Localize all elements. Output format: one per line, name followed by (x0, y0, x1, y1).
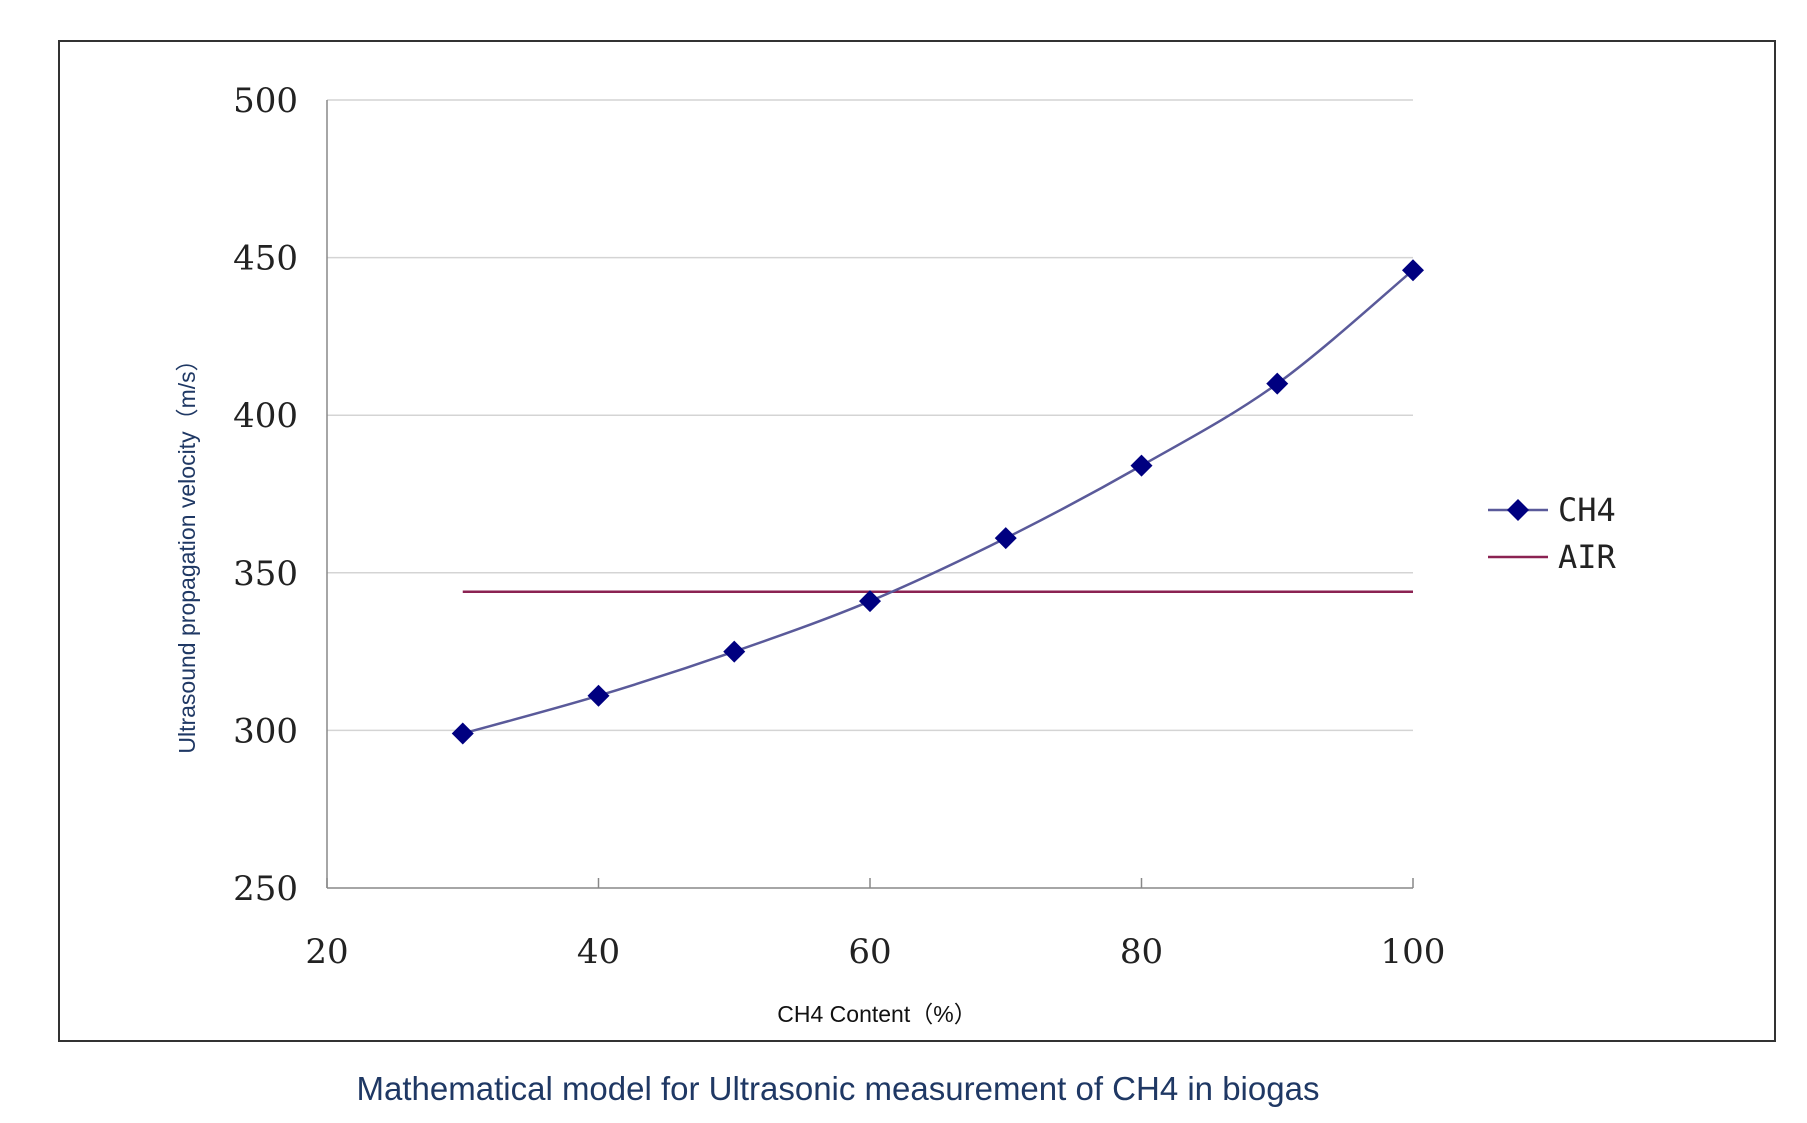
legend-label-air: AIR (1558, 538, 1617, 576)
legend-label-ch4: CH4 (1558, 491, 1616, 529)
chart-frame (58, 40, 1776, 1042)
y-tick-label: 450 (233, 239, 298, 279)
data-point-ch4 (451, 722, 474, 745)
x-tick-label: 20 (305, 932, 348, 972)
x-tick-label: 60 (848, 932, 891, 972)
data-point-ch4 (859, 590, 881, 613)
data-point-ch4 (1130, 454, 1153, 477)
data-point-ch4 (587, 684, 610, 707)
y-tick-label: 350 (233, 554, 298, 594)
data-point-ch4 (723, 640, 746, 663)
grid-lines (327, 99, 1413, 732)
x-tick-label: 80 (1120, 932, 1163, 972)
legend-marker-ch4 (1507, 499, 1529, 521)
chart-caption: Mathematical model for Ultrasonic measur… (357, 1070, 1320, 1107)
y-axis-title: Ultrasound propagation velocity（m/s） (174, 348, 200, 753)
plot-area (451, 259, 1424, 745)
y-tick-label: 500 (233, 81, 298, 121)
y-tick-label: 400 (233, 396, 298, 436)
data-point-ch4 (1402, 259, 1424, 282)
y-tick-label: 300 (233, 711, 298, 751)
y-tick-label: 250 (233, 869, 298, 909)
axis-ticks: 250 300 350 400 450 500 20 40 60 80 100 (233, 81, 1445, 972)
data-point-ch4 (994, 527, 1017, 550)
x-tick-label: 40 (577, 932, 620, 972)
x-axis-title: CH4 Content（%） (777, 1001, 976, 1027)
x-tick-label: 100 (1381, 932, 1446, 972)
legend: AIR CH4 (1488, 491, 1617, 576)
data-point-ch4 (1266, 372, 1289, 395)
